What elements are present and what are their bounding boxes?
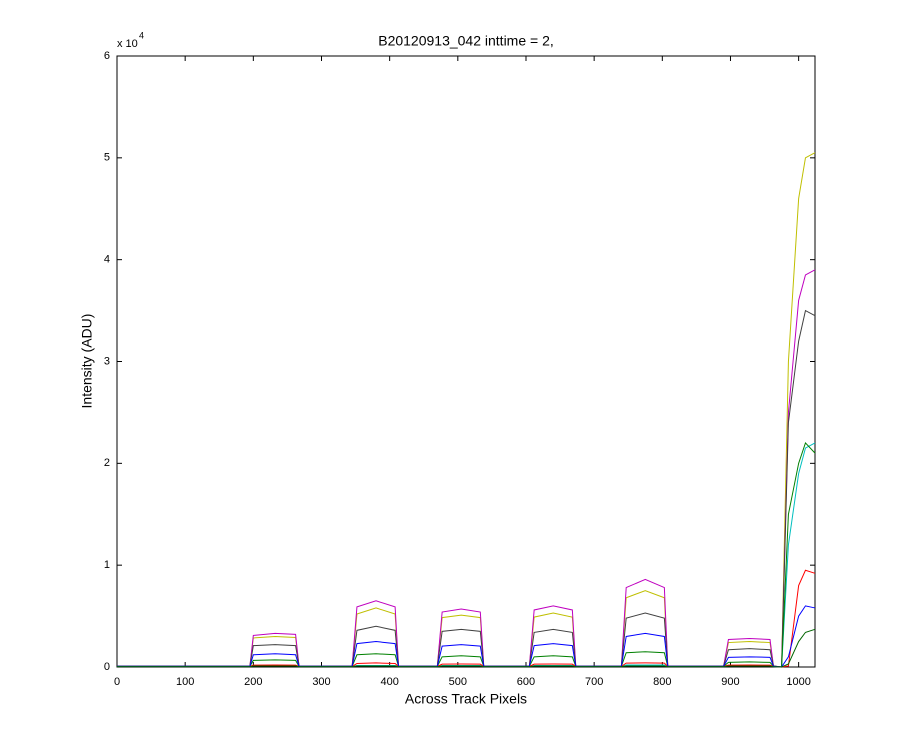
x-axis-label: Across Track Pixels [405, 691, 527, 707]
series-line [117, 628, 816, 668]
x-tick-label: 300 [312, 676, 330, 688]
y-tick-label: 6 [104, 50, 110, 62]
y-axis-label: Intensity (ADU) [79, 314, 95, 409]
y-tick-label: 2 [104, 457, 110, 469]
x-tick-label: 800 [653, 676, 671, 688]
chart-title: B20120913_042 inttime = 2, [378, 33, 554, 49]
x-tick-label: 700 [585, 676, 603, 688]
y-tick-label: 1 [104, 559, 110, 571]
plot-box [116, 55, 816, 668]
y-exponent-base: x 10 [117, 38, 138, 50]
x-tick-label: 100 [176, 676, 194, 688]
x-tick-label: 600 [517, 676, 535, 688]
y-tick-label: 4 [104, 254, 110, 266]
x-tick-label: 1000 [786, 676, 810, 688]
y-tick-label: 5 [104, 152, 110, 164]
x-tick-label: 500 [449, 676, 467, 688]
y-exponent-power: 4 [139, 30, 144, 40]
x-tick-label: 0 [114, 676, 120, 688]
x-tick-label: 400 [380, 676, 398, 688]
x-tick-label: 900 [721, 676, 739, 688]
x-tick-label: 200 [244, 676, 262, 688]
y-tick-label: 3 [104, 355, 110, 367]
y-tick-label: 0 [104, 661, 110, 673]
